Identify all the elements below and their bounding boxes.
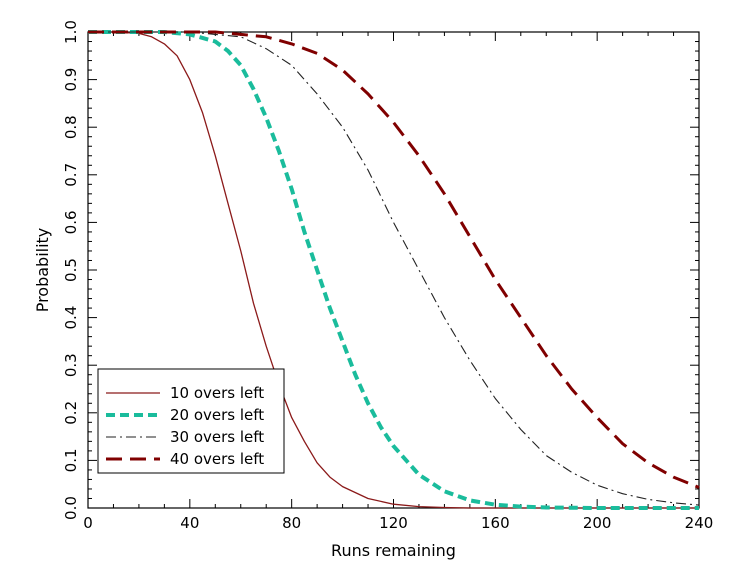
legend-label-4: 40 overs left (170, 450, 264, 468)
y-tick-label: 1.0 (62, 20, 80, 44)
y-tick-label: 0.8 (62, 115, 80, 139)
series-line-3 (88, 31, 700, 506)
y-tick-label: 0.7 (62, 163, 80, 187)
y-tick-label: 0.2 (62, 401, 80, 425)
x-tick-label: 200 (583, 514, 612, 532)
y-tick-label: 0.9 (62, 68, 80, 92)
x-axis-label: Runs remaining (331, 541, 456, 560)
y-tick-label: 0.1 (62, 448, 80, 472)
series-line-2 (88, 30, 699, 510)
x-tick-label: 120 (379, 514, 408, 532)
legend-label-3: 30 overs left (170, 428, 264, 446)
x-tick-label: 0 (83, 514, 93, 532)
legend-box (97, 368, 285, 474)
x-tick-label: 160 (481, 514, 510, 532)
legend-label-1: 10 overs left (170, 384, 264, 402)
legend-label-2: 20 overs left (170, 406, 264, 424)
legend: 10 overs left 20 overs left 30 overs left 4… (97, 368, 285, 474)
y-tick-label: 0.0 (62, 496, 80, 520)
tick-labels: 0 40 80 120 160 200 240 0.0 0.1 0.2 0.3 0.4 0.5 0.6 0.… (62, 20, 713, 532)
y-axis-label: Probability (33, 228, 52, 313)
series-line-4 (88, 30, 700, 489)
y-tick-label: 0.3 (62, 353, 80, 377)
x-tick-label: 80 (282, 514, 301, 532)
y-tick-label: 0.5 (62, 258, 80, 282)
y-tick-label: 0.6 (62, 210, 80, 234)
x-tick-label: 40 (180, 514, 199, 532)
y-tick-label: 0.4 (62, 306, 80, 330)
x-tick-label: 240 (685, 514, 714, 532)
